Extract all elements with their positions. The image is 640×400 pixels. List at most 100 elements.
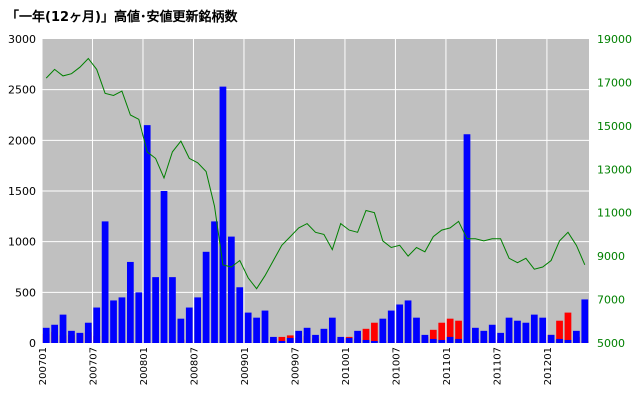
x-axis-tick-label: 201001 (341, 347, 352, 385)
new-low-bar (539, 317, 547, 343)
new-low-bar (160, 191, 168, 343)
new-low-bar (270, 336, 277, 343)
new-low-bar (573, 330, 580, 343)
new-low-bar (472, 327, 479, 343)
left-axis-tick-label: 3000 (8, 33, 36, 46)
new-low-bar (84, 322, 92, 343)
new-low-bar (564, 339, 572, 343)
new-low-bar (42, 327, 50, 343)
new-low-bar (261, 310, 269, 343)
new-low-bar (93, 307, 101, 343)
new-low-bar (286, 337, 294, 343)
right-axis-tick-label: 15000 (597, 120, 632, 133)
new-low-bar (143, 125, 151, 343)
index-line (45, 57, 586, 290)
right-axis-tick-label: 5000 (597, 337, 625, 350)
new-low-bar (152, 277, 159, 343)
new-low-bar (387, 310, 395, 343)
new-low-bar (126, 261, 134, 343)
left-axis-tick-label: 2500 (8, 84, 36, 97)
new-low-bar (404, 300, 412, 343)
new-low-bar (110, 300, 117, 343)
new-low-bar (488, 324, 496, 343)
new-low-bar (455, 338, 462, 343)
new-low-bar (446, 336, 454, 343)
new-low-bar (530, 314, 538, 343)
new-low-bar (514, 320, 521, 343)
new-high-bar (455, 320, 462, 343)
new-low-bar (169, 277, 176, 343)
left-axis-tick-label: 500 (15, 286, 36, 299)
new-low-bar (438, 339, 446, 343)
new-low-bar (135, 292, 143, 343)
new-low-bar (295, 330, 303, 343)
new-low-bar (59, 314, 67, 343)
right-axis-tick-label: 19000 (597, 33, 632, 46)
left-axis-tick-label: 2000 (8, 134, 36, 147)
left-axis-ticks: 0 500 1000 1500 2000 2500 3000 (8, 33, 36, 350)
new-low-bar (76, 332, 84, 343)
x-axis-tick-label: 200801 (139, 347, 150, 385)
right-axis-tick-label: 11000 (597, 207, 632, 220)
new-low-bar (337, 336, 345, 343)
new-low-bar (354, 330, 361, 343)
new-low-bar (68, 330, 75, 343)
gridlines (41, 39, 589, 343)
x-axis-tick-label: 200907 (290, 347, 301, 385)
new-low-bar (413, 317, 420, 343)
new-low-bar (371, 340, 378, 343)
right-axis-tick-label: 7000 (597, 294, 625, 307)
x-axis-tick-label: 200707 (88, 347, 99, 385)
new-high-bar (371, 322, 378, 343)
new-low-bar (556, 338, 563, 343)
new-low-bar (480, 330, 488, 343)
chart-title: 「一年(12ヶ月)」高値･安値更新銘柄数 (6, 9, 238, 25)
new-low-bar (101, 221, 109, 343)
x-axis-tick-label: 201101 (442, 347, 453, 385)
new-low-bar (219, 86, 227, 344)
new-low-bar (177, 318, 185, 343)
new-low-bar (497, 332, 505, 343)
new-low-bar (194, 297, 202, 343)
right-axis-tick-label: 17000 (597, 76, 632, 89)
left-axis-tick-label: 1500 (8, 185, 36, 198)
right-axis-tick-label: 9000 (597, 250, 625, 263)
index-line-layer (45, 57, 586, 290)
new-low-bar (547, 334, 555, 343)
new-low-bar (202, 251, 210, 343)
new-high-bar (556, 320, 563, 343)
new-low-bar (236, 287, 244, 343)
new-high-bar (362, 328, 370, 343)
new-high-bar (429, 329, 437, 343)
right-axis-ticks: 5000 7000 9000 11000 13000 15000 17000 19000 (597, 33, 632, 350)
x-axis-tick-label: 201107 (492, 347, 503, 385)
new-low-bar (51, 324, 58, 343)
new-low-bar (253, 317, 260, 343)
new-low-bar (522, 322, 530, 343)
new-low-bar (379, 318, 387, 343)
new-low-bar (429, 338, 437, 343)
new-low-bar (320, 328, 328, 343)
new-high-bar (278, 336, 286, 343)
new-high-bar (438, 322, 446, 343)
new-low-bar (278, 340, 286, 343)
new-low-bar (303, 327, 311, 343)
new-high-bar (564, 312, 572, 343)
x-axis-tick-label: 200701 (38, 347, 49, 385)
x-axis-tick-label: 201007 (391, 347, 402, 385)
new-low-bar (328, 317, 336, 343)
new-low-bar (211, 221, 218, 343)
new-high-bar (446, 318, 454, 343)
new-low-bar (581, 299, 589, 343)
left-axis-tick-label: 0 (29, 337, 36, 350)
new-low-bar (345, 337, 353, 343)
new-low-bar (505, 317, 513, 343)
left-axis-tick-label: 1000 (8, 236, 36, 249)
new-low-bar (185, 307, 193, 343)
new-low-bar (227, 236, 235, 343)
x-axis-tick-label: 200807 (189, 347, 200, 385)
new-low-bar (362, 339, 370, 343)
new-low-bar (421, 334, 429, 343)
